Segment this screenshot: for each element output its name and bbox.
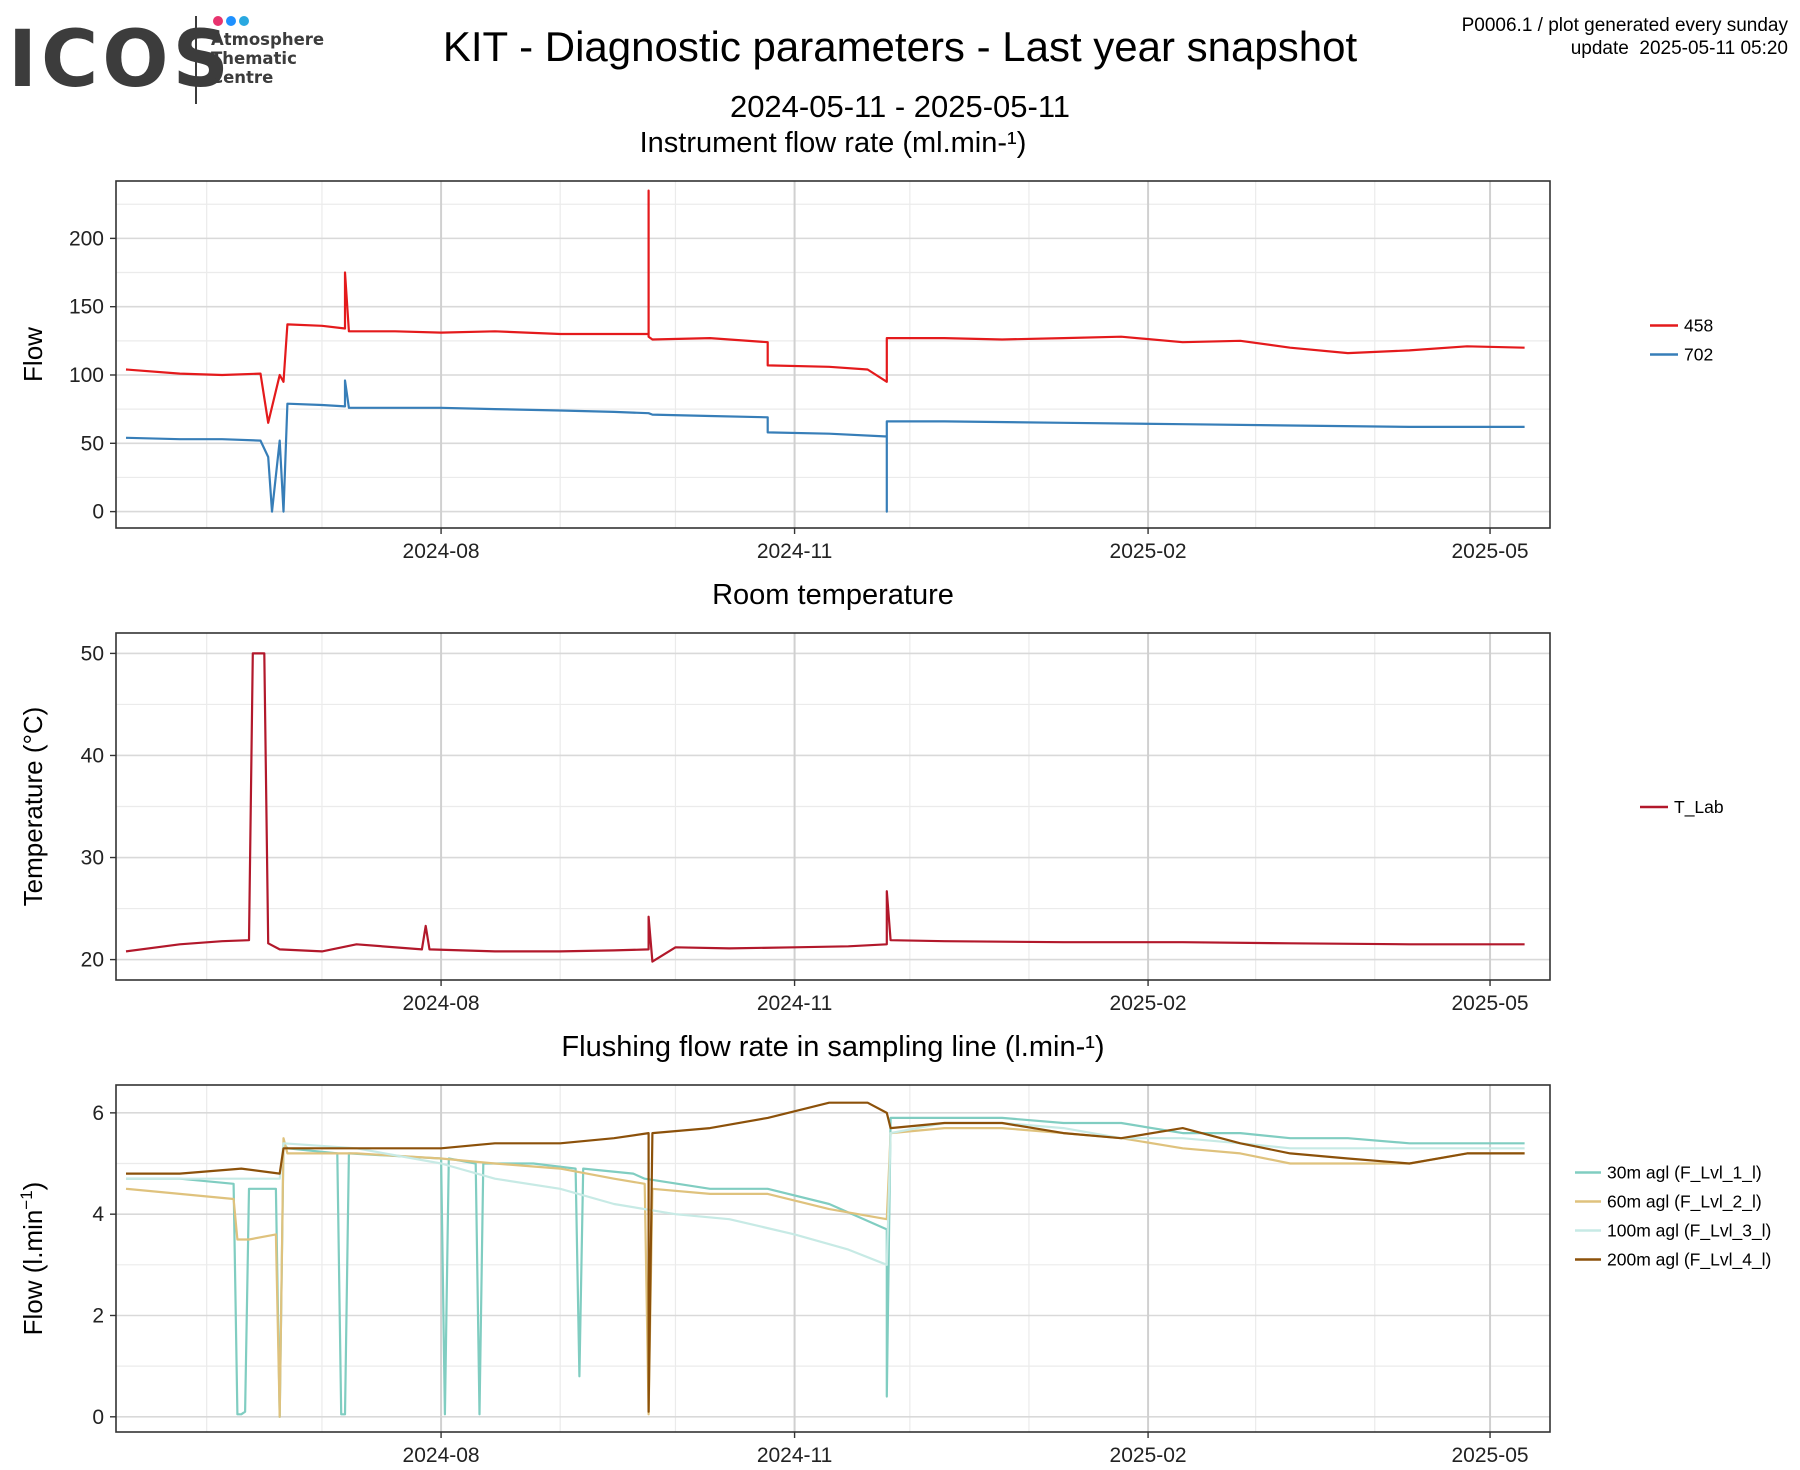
y-tick-label: 100 — [69, 364, 104, 387]
product-code: P0006.1 / plot generated every sunday — [1461, 15, 1788, 36]
y-axis-label-superscript: −1 — [17, 1190, 36, 1209]
y-axis-label: Flow — [18, 327, 48, 382]
y-axis-label-end: ) — [18, 1182, 48, 1191]
legend-label: T_Lab — [1674, 797, 1724, 818]
plot-border — [115, 180, 1551, 529]
logo-dot-cyan — [239, 16, 249, 26]
y-tick-label: 0 — [92, 501, 104, 524]
chart-title: Room temperature — [712, 579, 954, 611]
y-tick-label: 2 — [92, 1304, 104, 1327]
y-tick-label: 0 — [92, 1406, 104, 1429]
plot-border — [115, 632, 1551, 981]
legend-label: 60m agl (F_Lvl_2_l) — [1607, 1192, 1762, 1213]
y-tick-label: 6 — [92, 1102, 104, 1125]
y-axis-label: Flow (l.min−1) — [17, 1182, 48, 1336]
x-tick-label: 2025-02 — [1110, 992, 1187, 1015]
x-tick-label: 2025-02 — [1110, 1444, 1187, 1467]
x-tick-label: 2025-05 — [1452, 992, 1529, 1015]
legend-label: 200m agl (F_Lvl_4_l) — [1607, 1250, 1771, 1271]
series-line-4 — [126, 1101, 1525, 1413]
chart-panel-2: 20 30 40 50 2024-08 2024-11 2025-02 2025-05 Room… — [18, 579, 1724, 1015]
chart-title: Instrument flow rate (ml.min-¹) — [640, 127, 1027, 159]
logo-line-2: Thematic — [211, 49, 297, 68]
chart-panel-1: 0 50 100 150 200 2024-08 2024-11 2025-02 2025-05… — [18, 127, 1713, 563]
legend-label: 30m agl (F_Lvl_1_l) — [1607, 1163, 1762, 1184]
x-tick-label: 2024-11 — [757, 540, 833, 563]
x-tick-label: 2025-02 — [1110, 540, 1187, 563]
y-tick-label: 150 — [69, 296, 104, 319]
chart-panel-3: 0 2 4 6 2024-08 2024-11 2025-02 2025-05 Flushing… — [17, 1031, 1771, 1467]
logo-dot-blue — [226, 16, 236, 26]
x-tick-label: 2024-08 — [403, 992, 480, 1015]
icos-logo: ICOS Atmosphere Thematic Centre — [8, 16, 338, 106]
series-line-2 — [125, 379, 1525, 513]
y-tick-label: 200 — [69, 227, 104, 250]
y-tick-label: 40 — [81, 744, 104, 767]
y-tick-label: 50 — [81, 642, 104, 665]
logo-wordmark: ICOS — [8, 15, 233, 105]
legend-label: 702 — [1684, 345, 1713, 365]
update-timestamp: update 2025-05-11 05:20 — [1570, 38, 1788, 59]
x-tick-label: 2024-11 — [757, 1444, 833, 1467]
chart-title: Flushing flow rate in sampling line (l.m… — [561, 1031, 1104, 1063]
legend-label: 458 — [1684, 316, 1713, 336]
plot-background — [116, 181, 1550, 528]
logo-subtitle: Atmosphere Thematic Centre — [211, 30, 324, 87]
x-tick-label: 2024-08 — [403, 540, 480, 563]
plot-background — [116, 1085, 1550, 1432]
x-tick-label: 2025-05 — [1452, 1444, 1529, 1467]
page-title: KIT - Diagnostic parameters - Last year … — [442, 23, 1358, 70]
logo-line-3: Centre — [211, 68, 274, 87]
y-tick-label: 4 — [92, 1203, 104, 1226]
x-tick-label: 2025-05 — [1452, 540, 1529, 563]
legend-label: 100m agl (F_Lvl_3_l) — [1607, 1221, 1771, 1242]
x-tick-label: 2024-11 — [757, 992, 833, 1015]
generation-info: P0006.1 / plot generated every sunday up… — [1462, 14, 1788, 60]
series-line-1 — [126, 1116, 1525, 1418]
series-line-3 — [126, 1121, 1525, 1266]
plot-border — [115, 1084, 1551, 1433]
y-axis-label: Temperature (°C) — [18, 707, 48, 907]
logo-divider — [195, 16, 197, 104]
page-subtitle: 2024-05-11 - 2025-05-11 — [729, 89, 1071, 124]
y-tick-label: 50 — [81, 432, 104, 455]
y-tick-label: 30 — [81, 847, 104, 870]
logo-line-1: Atmosphere — [211, 30, 325, 49]
series-line-1 — [125, 652, 1525, 963]
series-line-1 — [125, 189, 1525, 424]
x-tick-label: 2024-08 — [403, 1444, 480, 1467]
logo-dot-pink — [213, 16, 223, 26]
y-tick-label: 20 — [81, 949, 104, 972]
